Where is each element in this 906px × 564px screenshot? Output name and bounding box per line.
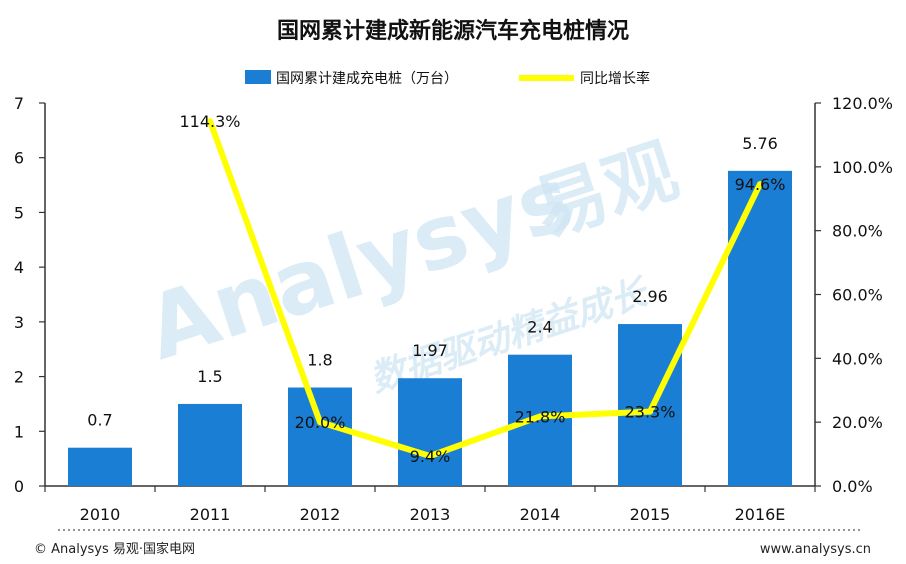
x-tick-label: 2012 <box>300 505 341 524</box>
bar-labels: 0.7 1.5 1.8 1.97 2.4 2.96 5.76 <box>87 134 778 430</box>
y-right-tick-label: 20.0% <box>832 413 883 432</box>
legend-swatch-line <box>519 75 574 81</box>
legend: 国网累计建成充电桩（万台） 同比增长率 <box>245 70 650 87</box>
y-right-tick-label: 100.0% <box>832 158 893 177</box>
y-left-tick-label: 5 <box>14 203 24 222</box>
x-tick-label: 2014 <box>520 505 561 524</box>
y-right-tick-label: 80.0% <box>832 222 883 241</box>
y-left-tick-label: 3 <box>14 313 24 332</box>
bar-value-label: 5.76 <box>742 134 778 153</box>
axes: 0 1 2 3 4 5 6 7 0.0% 20.0% 40.0% 60.0% 80.0% 100.0% 12… <box>14 94 893 524</box>
growth-rate-label: 9.4% <box>410 447 451 466</box>
y-left-tick-label: 2 <box>14 368 24 387</box>
watermark: Analysys 易观 数据驱动精益成长 <box>135 128 688 401</box>
legend-label-bar: 国网累计建成充电桩（万台） <box>276 70 458 87</box>
footer-copyright: © Analysys 易观·国家电网 <box>34 541 195 557</box>
legend-swatch-bar <box>245 70 271 84</box>
y-right-tick-label: 40.0% <box>832 349 883 368</box>
bar <box>508 354 572 486</box>
bar-value-label: 2.4 <box>527 318 552 337</box>
y-left-tick-label: 6 <box>14 149 24 168</box>
y-right-tick-label: 60.0% <box>832 286 883 305</box>
chart-title: 国网累计建成新能源汽车充电桩情况 <box>277 18 629 44</box>
y-left-tick-label: 7 <box>14 94 24 113</box>
bar <box>178 403 242 486</box>
watermark-brand-cn: 易观 <box>524 128 687 252</box>
line-labels: 114.3% 20.0% 9.4% 21.8% 23.3% 94.6% <box>179 112 785 466</box>
bar <box>288 387 352 486</box>
x-tick-label: 2011 <box>190 505 231 524</box>
bar <box>68 447 132 486</box>
bar-value-label: 0.7 <box>87 411 112 430</box>
bar-value-label: 2.96 <box>632 287 668 306</box>
y-left-tick-label: 4 <box>14 258 24 277</box>
x-tick-label: 2010 <box>80 505 121 524</box>
y-left-tick-label: 1 <box>14 422 24 441</box>
x-tick-label: 2013 <box>410 505 451 524</box>
footer-website: www.analysys.cn <box>760 542 871 557</box>
bar-value-label: 1.5 <box>197 367 222 386</box>
growth-rate-label: 23.3% <box>625 403 676 422</box>
growth-rate-label: 21.8% <box>515 407 566 426</box>
legend-label-line: 同比增长率 <box>580 70 650 87</box>
bar <box>728 170 792 487</box>
growth-rate-line <box>207 118 763 459</box>
x-tick-label: 2016E <box>735 505 786 524</box>
growth-rate-label: 94.6% <box>735 175 786 194</box>
growth-rate-label: 20.0% <box>295 413 346 432</box>
bar-value-label: 1.8 <box>307 351 332 370</box>
bar <box>398 378 462 486</box>
x-tick-label: 2015 <box>630 505 671 524</box>
y-right-tick-label: 120.0% <box>832 94 893 113</box>
growth-line-layer <box>207 118 763 459</box>
bar-value-label: 1.97 <box>412 341 448 360</box>
y-left-tick-label: 0 <box>14 477 24 496</box>
y-right-tick-label: 0.0% <box>832 477 873 496</box>
growth-rate-label: 114.3% <box>179 112 240 131</box>
